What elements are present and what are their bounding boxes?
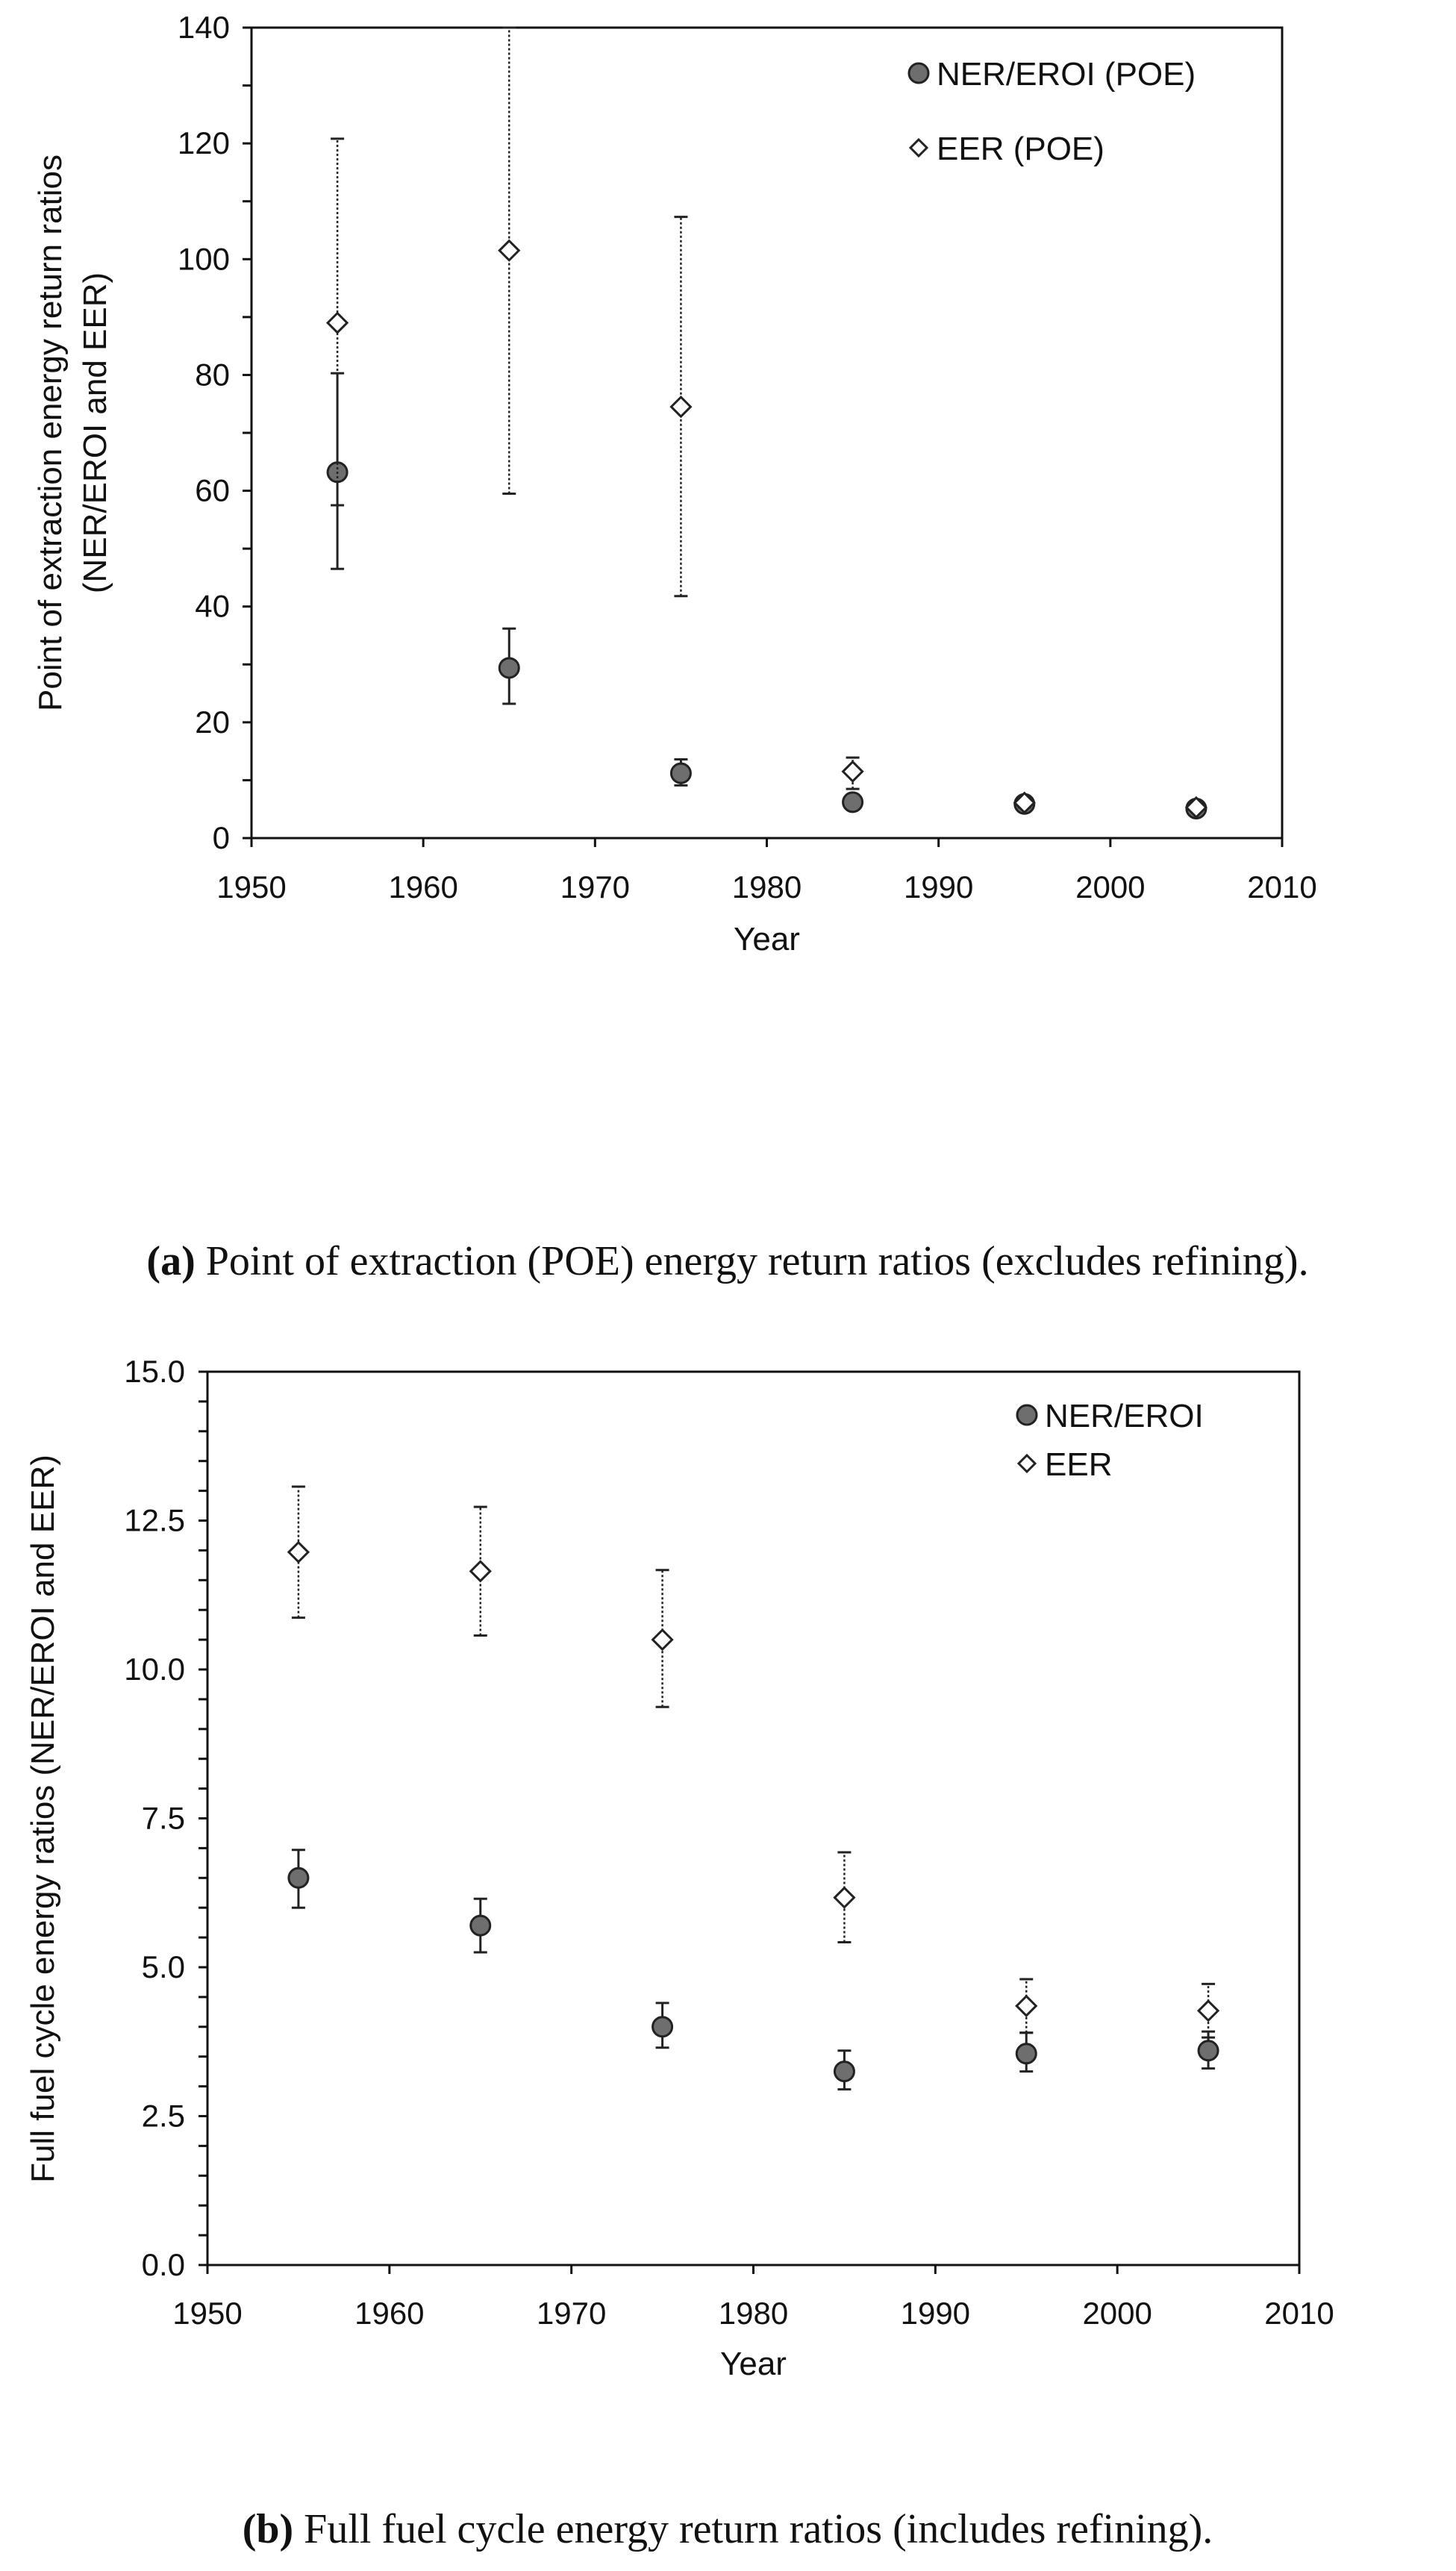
caption-spacer — [196, 1238, 206, 1284]
y-tick-label: 20 — [195, 705, 230, 740]
y-tick-label: 80 — [195, 357, 230, 392]
series-diamond — [325, 26, 1208, 819]
x-tick-label: 2000 — [1082, 2296, 1152, 2331]
x-tick-label: 1960 — [388, 869, 457, 905]
legend-item: EER (POE) — [908, 131, 1105, 167]
legend-marker-diamond — [908, 137, 929, 158]
x-tick-label: 1970 — [537, 2296, 606, 2331]
y-tick-label: 0 — [213, 820, 230, 855]
caption-text: Point of extraction (POE) energy return … — [206, 1238, 1309, 1284]
data-point-circle — [469, 1914, 492, 1937]
x-axis-label: Year — [720, 2346, 787, 2382]
y-axis-label: (NER/EROI and EER) — [77, 272, 113, 593]
x-tick-label: 2000 — [1075, 869, 1145, 905]
legend-item: NER/EROI (POE) — [907, 56, 1196, 93]
x-tick-label: 1980 — [719, 2296, 788, 2331]
legend-marker-diamond — [1016, 1453, 1037, 1474]
data-point-diamond — [1196, 1999, 1220, 2022]
chart-b: 0.0 2.5 5.0 7.5 10.0 12.5 15.0 1950 1960 1970 1980… — [25, 1354, 1334, 2382]
legend-item: EER — [1016, 1446, 1112, 1483]
data-point-diamond — [833, 1886, 856, 1909]
y-tick-label: 10.0 — [124, 1652, 185, 1687]
x-axis-label: Year — [734, 921, 800, 958]
plot-frame — [206, 1370, 1301, 2267]
x-tick-label: 2010 — [1247, 869, 1316, 905]
data-point-diamond — [651, 1628, 674, 1652]
y-tick-label: 60 — [195, 473, 230, 508]
y-tick-label: 2.5 — [142, 2099, 185, 2134]
series-circle — [326, 372, 1207, 819]
data-point-circle — [652, 2016, 674, 2038]
x-tick-label: 2010 — [1264, 2296, 1334, 2331]
data-point-diamond — [1015, 1994, 1038, 2017]
legend-label: EER — [1045, 1446, 1112, 1483]
x-tick-label: 1950 — [216, 869, 286, 905]
chart-a: 0 20 40 60 80 100 120 140 1950 1960 1970 1980 1990 20… — [32, 10, 1317, 958]
data-point-diamond — [498, 239, 521, 262]
data-point-diamond — [287, 1540, 310, 1563]
x-tick-label: 1970 — [560, 869, 630, 905]
caption-label: (b) — [243, 2506, 293, 2552]
plot-frame — [250, 26, 1284, 840]
y-tick-label: 15.0 — [124, 1354, 185, 1389]
legend-label: EER (POE) — [937, 131, 1105, 167]
caption-text: Full fuel cycle energy return ratios (in… — [304, 2506, 1213, 2552]
series-diamond — [287, 1485, 1220, 2039]
x-tick-label: 1990 — [904, 869, 973, 905]
legend-label: NER/EROI — [1045, 1398, 1204, 1434]
y-tick-label: 140 — [178, 10, 230, 45]
x-tick-label: 1990 — [901, 2296, 970, 2331]
y-tick-label: 0.0 — [142, 2247, 185, 2282]
data-point-circle — [669, 762, 692, 784]
caption-spacer — [293, 2506, 304, 2552]
legend-marker-circle — [907, 62, 930, 84]
x-tick-label: 1960 — [354, 2296, 424, 2331]
data-point-circle — [1197, 2040, 1219, 2062]
data-point-diamond — [841, 760, 864, 783]
y-tick-label: 40 — [195, 589, 230, 624]
caption-b: (b) Full fuel cycle energy return ratios… — [243, 2506, 1213, 2552]
caption-a: (a) Point of extraction (POE) energy ret… — [146, 1238, 1308, 1284]
data-point-circle — [1015, 2043, 1037, 2065]
data-point-diamond — [469, 1560, 492, 1583]
y-tick-label: 5.0 — [142, 1949, 185, 1984]
data-point-diamond — [325, 311, 349, 334]
data-point-circle — [287, 1866, 310, 1889]
data-point-diamond — [1013, 791, 1036, 814]
y-tick-label: 100 — [178, 241, 230, 276]
y-tick-label: 120 — [178, 125, 230, 160]
series-circle — [287, 1849, 1219, 2091]
y-axis-label: Full fuel cycle energy ratios (NER/EROI … — [25, 1455, 61, 2183]
x-tick-label: 1950 — [172, 2296, 242, 2331]
caption-label: (a) — [146, 1238, 195, 1284]
data-point-circle — [833, 2061, 855, 2083]
legend-item: NER/EROI — [1016, 1398, 1204, 1434]
legend-marker-circle — [1016, 1404, 1038, 1426]
data-point-circle — [842, 791, 864, 813]
y-tick-label: 7.5 — [142, 1801, 185, 1836]
data-point-diamond — [1184, 796, 1208, 819]
y-axis-label: Point of extraction energy return ratios — [32, 154, 69, 711]
legend-label: NER/EROI (POE) — [937, 56, 1196, 93]
y-tick-label: 12.5 — [124, 1503, 185, 1538]
x-tick-label: 1980 — [732, 869, 802, 905]
data-point-diamond — [669, 395, 693, 419]
data-point-circle — [498, 657, 520, 679]
